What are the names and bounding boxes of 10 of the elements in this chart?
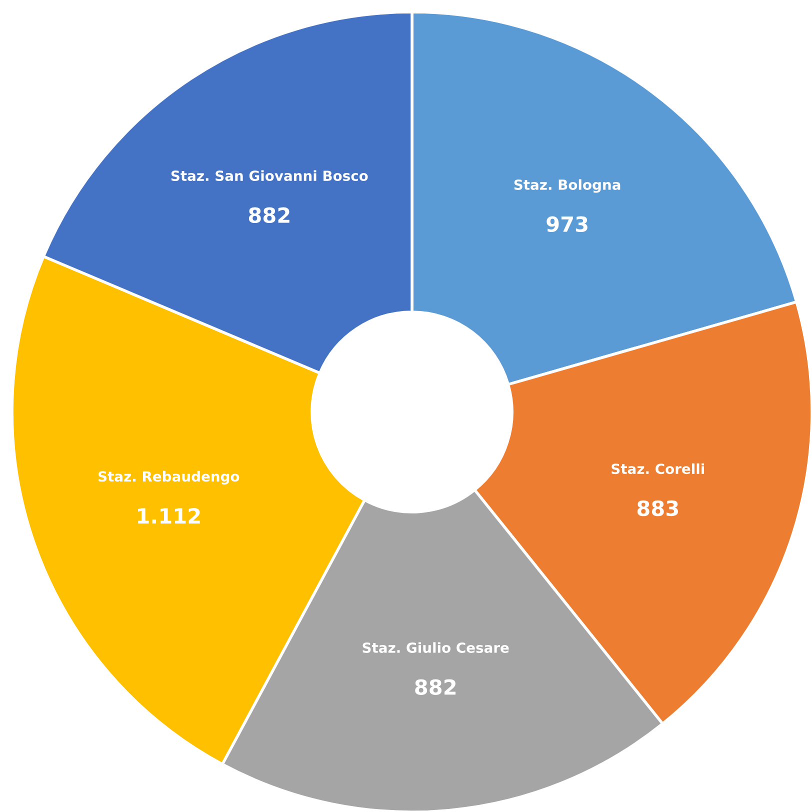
slice-label: Staz. Giulio Cesare <box>362 642 509 653</box>
data-label: 882 <box>415 679 456 695</box>
data-label: 882 <box>248 207 290 224</box>
data-label: 1.112 <box>138 508 200 524</box>
slice-label: Staz. Rebaudengo <box>98 470 240 484</box>
data-label: 883 <box>637 500 678 516</box>
slice-label: Staz. Corelli <box>612 463 704 474</box>
slice-label: Staz. Bologna <box>514 179 620 193</box>
data-label: 973 <box>546 216 588 232</box>
slice-label: Staz. San Giovanni Bosco <box>171 170 368 182</box>
